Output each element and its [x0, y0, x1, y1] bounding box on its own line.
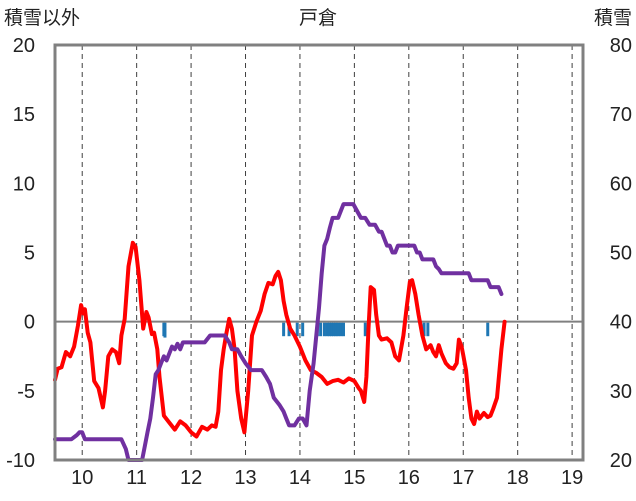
left-tick-label: 5 — [24, 243, 35, 265]
right-tick-label: 40 — [610, 312, 632, 334]
left-tick-label: 10 — [13, 173, 35, 195]
left-tick-label: -5 — [17, 381, 35, 403]
bar-mark — [282, 322, 286, 337]
vertical-grid — [81, 45, 573, 460]
bar-mark — [325, 322, 329, 337]
bar-mark — [322, 322, 326, 337]
right-tick-label: 50 — [610, 243, 632, 265]
bar-mark — [426, 322, 430, 337]
bar-mark — [339, 322, 343, 337]
bar-mark — [336, 322, 340, 337]
left-axis-label: 積雪以外 — [4, 7, 80, 29]
right-tick-label: 30 — [610, 381, 632, 403]
bar-mark — [330, 322, 334, 337]
bar-mark — [334, 322, 338, 337]
bar-mark — [341, 322, 345, 337]
series-line-0 — [53, 240, 507, 439]
left-tick-label: 20 — [13, 35, 35, 57]
x-tick-label: 15 — [343, 467, 365, 489]
x-tick-label: 12 — [180, 467, 202, 489]
left-tick-label: -10 — [6, 450, 35, 472]
x-axis-ticks: 10 11 12 13 14 15 16 17 18 19 — [71, 467, 583, 489]
right-tick-label: 80 — [610, 35, 632, 57]
x-tick-label: 18 — [507, 467, 529, 489]
x-tick-label: 16 — [398, 467, 420, 489]
bar-mark — [319, 322, 323, 337]
bar-mark — [327, 322, 331, 337]
x-tick-label: 19 — [561, 467, 583, 489]
line-series — [53, 202, 507, 462]
left-tick-label: 15 — [13, 104, 35, 126]
bar-mark — [301, 322, 305, 337]
bar-mark — [332, 322, 336, 337]
bar-mark — [486, 322, 490, 337]
right-axis-label: 積雪 — [594, 7, 632, 29]
right-tick-label: 70 — [610, 104, 632, 126]
x-tick-label: 10 — [71, 467, 93, 489]
bar-mark — [363, 322, 367, 337]
series-line-1 — [53, 202, 504, 462]
x-tick-label: 13 — [234, 467, 256, 489]
left-tick-label: 0 — [24, 312, 35, 334]
chart-title: 戸倉 — [299, 7, 337, 29]
right-tick-label: 20 — [610, 450, 632, 472]
left-axis-ticks: 20 15 10 5 0 -5 -10 — [6, 35, 35, 472]
right-tick-label: 60 — [610, 173, 632, 195]
right-axis-ticks: 80 70 60 50 40 30 20 — [610, 35, 632, 472]
plot-frame — [53, 43, 585, 462]
bar-mark — [163, 322, 167, 338]
x-tick-label: 14 — [289, 467, 311, 489]
x-tick-label: 17 — [452, 467, 474, 489]
bar-mark — [295, 322, 299, 337]
x-tick-label: 11 — [126, 467, 147, 489]
bar-mark — [422, 322, 426, 337]
